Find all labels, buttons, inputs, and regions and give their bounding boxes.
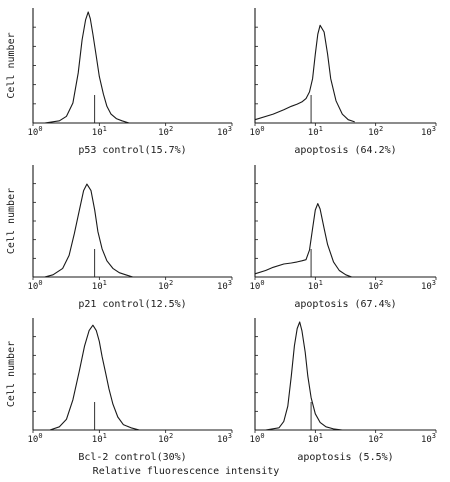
histogram-panel-5: 100 101 102 103 Cell number Bcl-2 control(30%… [6, 318, 233, 463]
panel-caption: apoptosis (5.5%) [297, 452, 393, 463]
x-tick-label: 103 [217, 125, 232, 138]
x-tick-label: 100 [249, 432, 264, 445]
panel-caption: Bcl-2 control(30%) [78, 452, 186, 463]
x-tick-label: 101 [92, 279, 107, 292]
x-tick-label: 103 [217, 279, 232, 292]
x-tick-label: 102 [368, 279, 383, 292]
x-tick-label: 103 [421, 279, 436, 292]
histogram-panel-2: 100 101 102 103 apoptosis (64.2%) [249, 8, 437, 156]
x-tick-label: 101 [92, 125, 107, 138]
histogram-panel-6: 100 101 102 103 apoptosis (5.5%) [249, 318, 437, 463]
histogram-panel-1: 100 101 102 103 Cell number p53 control(15.7%… [6, 8, 233, 156]
x-tick-label: 100 [27, 125, 42, 138]
x-tick-label: 101 [92, 432, 107, 445]
x-tick-label: 102 [368, 432, 383, 445]
histogram-line-1 [254, 203, 352, 278]
x-tick-label: 102 [158, 432, 173, 445]
y-axis-label: Cell number [6, 188, 17, 254]
x-tick-label: 102 [368, 125, 383, 138]
histogram-line-1 [254, 24, 355, 123]
x-tick-label: 103 [421, 125, 436, 138]
x-tick-label: 101 [308, 432, 323, 445]
x-tick-label: 101 [308, 125, 323, 138]
histogram-line-1 [44, 11, 130, 124]
histogram-panel-3: 100 101 102 103 Cell number p21 control(12.5%… [6, 165, 233, 310]
x-tick-label: 100 [249, 125, 264, 138]
x-tick-label: 100 [27, 279, 42, 292]
x-tick-label: 103 [421, 432, 436, 445]
x-tick-label: 100 [27, 432, 42, 445]
panel-caption: p21 control(12.5%) [78, 299, 186, 310]
histogram-line-1 [265, 321, 343, 431]
y-axis-label: Cell number [6, 32, 17, 98]
panel-caption: apoptosis (64.2%) [294, 145, 396, 156]
y-axis-label: Cell number [6, 341, 17, 407]
histogram-line-1 [49, 324, 140, 431]
x-tick-label: 102 [158, 279, 173, 292]
panel-caption: p53 control(15.7%) [78, 145, 186, 156]
histogram-line-1 [44, 183, 133, 278]
x-tick-label: 100 [249, 279, 264, 292]
x-tick-label: 102 [158, 125, 173, 138]
x-tick-label: 101 [308, 279, 323, 292]
histogram-panels: 100 101 102 103 Cell number p53 control(15.7%… [6, 8, 437, 463]
panel-caption: apoptosis (67.4%) [294, 299, 396, 310]
histogram-panel-4: 100 101 102 103 apoptosis (67.4%) [249, 165, 437, 310]
figure-xlabel: Relative fluorescence intensity [93, 466, 280, 477]
x-tick-label: 103 [217, 432, 232, 445]
